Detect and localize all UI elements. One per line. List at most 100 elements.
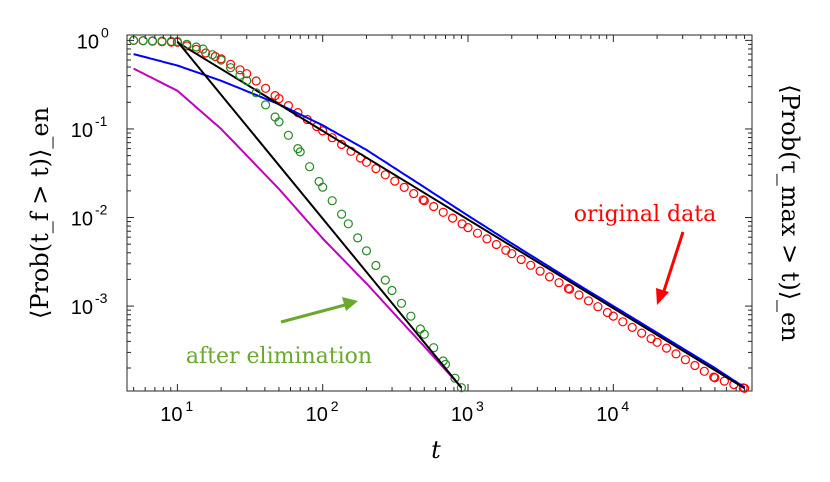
x-tick-label: 10: [306, 404, 328, 426]
data-point: [207, 50, 217, 60]
data-point: [419, 329, 429, 339]
data-point: [564, 284, 575, 294]
data-point: [618, 317, 628, 327]
data-point: [544, 272, 555, 282]
data-point: [198, 44, 208, 54]
data-point: [371, 164, 381, 174]
data-point: [671, 349, 681, 359]
data-point: [593, 302, 603, 312]
data-point: [396, 298, 407, 308]
y-tick-exponent: 0: [101, 24, 109, 40]
x-tick-exponent: 2: [331, 398, 339, 414]
data-point: [406, 311, 416, 321]
x-axis-ticks: 10 1 10 2 10 3 10 4: [133, 35, 753, 426]
y-tick-exponent: -2: [95, 202, 108, 218]
data-point: [295, 147, 305, 157]
y-tick-exponent: -3: [95, 290, 108, 306]
series-line-2: [176, 41, 746, 390]
data-point: [337, 209, 347, 219]
data-point: [166, 36, 176, 47]
data-point: [661, 343, 672, 353]
data-point: [526, 260, 536, 270]
data-point: [652, 337, 662, 347]
data-point: [463, 223, 473, 233]
data-point: [380, 170, 390, 180]
data-point: [390, 176, 400, 186]
data-point: [361, 246, 372, 256]
data-point: [387, 285, 397, 296]
data-point: [138, 35, 148, 46]
y-tick-label: 10: [71, 120, 93, 142]
series-line-4: [133, 67, 463, 388]
data-point: [318, 126, 328, 136]
data-point: [419, 196, 429, 206]
data-point: [608, 311, 618, 321]
data-point: [274, 117, 284, 127]
data-point: [226, 63, 236, 73]
data-point: [472, 228, 483, 238]
series-markers-3: [129, 35, 466, 393]
data-point: [191, 42, 201, 52]
arrow-after-elimination: [280, 297, 358, 324]
data-point: [157, 36, 167, 46]
data-point: [380, 275, 390, 285]
series-line-5: [176, 40, 463, 389]
data-point: [429, 201, 439, 212]
data-point: [305, 162, 315, 172]
data-point: [242, 76, 252, 86]
x-axis-label: t: [431, 436, 441, 464]
data-point: [627, 322, 637, 332]
y-tick-label: 10: [71, 209, 93, 231]
x-tick-label: 10: [596, 404, 618, 426]
data-point: [583, 296, 594, 306]
data-point: [182, 39, 192, 49]
data-point: [448, 213, 458, 223]
y-axis-label-right: ⟨Prob(τ_max > t)⟩_en: [776, 84, 804, 341]
data-point: [147, 36, 158, 46]
data-point: [251, 76, 261, 86]
data-point: [371, 260, 381, 271]
data-point: [574, 290, 584, 300]
x-tick-label: 10: [160, 404, 182, 426]
x-tick-exponent: 3: [476, 398, 484, 414]
data-point: [235, 70, 245, 80]
arrow-original-data: [656, 231, 685, 305]
series-layer: [129, 35, 750, 393]
data-point: [690, 360, 700, 371]
data-point: [399, 182, 409, 192]
data-point: [507, 249, 517, 259]
data-point: [274, 93, 284, 104]
annotation-original-data: original data: [574, 202, 716, 227]
data-point: [343, 219, 353, 229]
x-tick-exponent: 1: [185, 398, 193, 414]
data-point: [516, 254, 526, 265]
data-point: [251, 88, 261, 98]
data-point: [409, 189, 419, 199]
data-point: [261, 83, 271, 93]
data-point: [283, 130, 293, 140]
series-line-1: [133, 53, 746, 389]
y-axis-label-left: ⟨Prob(t_f > t)⟩_en: [26, 107, 54, 319]
data-point: [456, 383, 466, 393]
data-point: [554, 278, 564, 288]
data-point: [637, 328, 647, 338]
x-tick-exponent: 4: [621, 398, 629, 414]
y-tick-exponent: -1: [95, 113, 108, 129]
data-point: [699, 366, 709, 376]
data-point: [535, 266, 545, 276]
y-tick-label: 10: [71, 297, 93, 319]
data-point: [739, 383, 750, 393]
annotation-after-elimination: after elimination: [186, 344, 372, 369]
data-point: [216, 55, 226, 65]
data-point: [242, 69, 252, 79]
data-point: [418, 195, 428, 205]
data-point: [327, 133, 337, 143]
data-point: [491, 239, 501, 250]
data-point: [450, 373, 460, 383]
data-point: [261, 100, 271, 110]
data-point: [353, 233, 363, 243]
data-point: [318, 182, 328, 192]
y-tick-label: 10: [77, 31, 99, 53]
data-point: [327, 196, 337, 206]
